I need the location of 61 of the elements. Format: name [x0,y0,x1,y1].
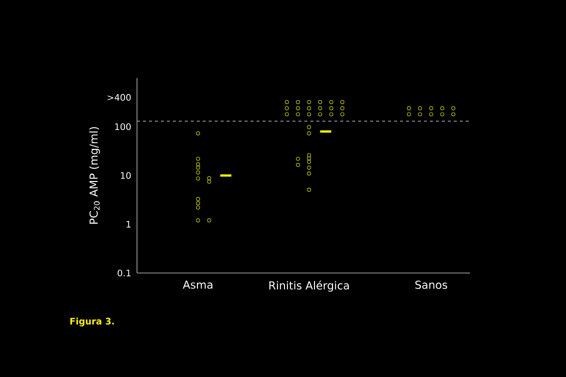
y-tick-label: 0.1 [118,270,131,276]
point [196,156,200,161]
point [429,112,434,116]
point [307,188,312,192]
point [196,218,200,222]
x-tick-label: Rinitis Alérgica [269,280,349,292]
point [207,176,212,180]
point [307,106,312,110]
point [196,162,200,166]
x-tick-label: Asma [182,280,212,289]
point [307,153,312,158]
point [284,100,289,104]
point [284,106,289,110]
point [318,100,322,104]
x-tick-label: Sanos [415,280,448,289]
point [418,106,422,110]
point [296,112,300,116]
point [451,106,456,110]
point [296,106,300,110]
point [307,125,312,130]
point [307,131,312,136]
point [440,112,444,116]
point [196,196,200,201]
point [284,112,289,116]
point [318,106,322,110]
point [307,171,312,176]
point [296,100,300,104]
point [207,180,212,184]
y-tick-label: 100 [115,123,131,130]
point [296,162,300,167]
point [329,106,334,110]
point [307,156,312,160]
point [340,106,344,110]
point [318,112,322,116]
point [329,100,334,104]
point [196,206,200,210]
point [196,131,200,136]
point [207,218,212,222]
point [429,106,434,110]
point [329,112,334,116]
point [451,112,456,116]
point [196,166,200,170]
point [307,112,312,116]
point [307,100,312,104]
point [296,156,300,161]
point [196,170,200,175]
point [196,201,200,206]
point [196,176,200,180]
y-tick-label: >400 [108,94,131,101]
text: Figura 3. [70,318,114,326]
point [307,160,312,164]
point [440,106,444,110]
point [406,112,411,116]
y-tick-label: 10 [120,172,131,179]
point [340,100,344,104]
y-axis-title: PC$_{20}$ AMP (mg/ml) [89,127,100,224]
point [340,112,344,116]
point [307,166,312,170]
point [418,112,422,116]
point [406,106,411,110]
y-tick-label: 1 [126,220,131,228]
